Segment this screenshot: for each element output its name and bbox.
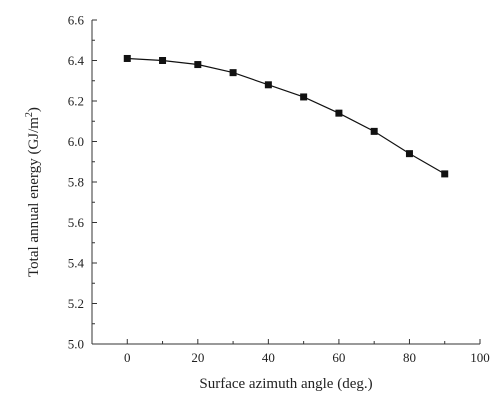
data-point-marker <box>159 57 167 64</box>
x-tick-label: 20 <box>191 350 204 365</box>
y-axis-title: Total annual energy (GJ/m2) <box>24 107 42 277</box>
data-point-marker <box>405 150 413 158</box>
y-tick-label: 6.6 <box>68 13 85 28</box>
y-tick-label: 5.8 <box>68 175 84 190</box>
data-point-marker <box>335 109 343 117</box>
y-tick-label: 6.4 <box>68 53 85 68</box>
x-tick-label: 60 <box>332 350 345 365</box>
y-tick-label: 5.4 <box>68 256 85 271</box>
data-point-marker <box>370 127 378 135</box>
data-point-marker <box>123 54 131 62</box>
y-tick-label: 6.0 <box>68 134 84 149</box>
x-tick-label: 40 <box>262 350 275 365</box>
y-ticks: 5.0 5.2 5.4 5.6 5.8 6.0 6.2 6.4 6.6 <box>68 13 97 352</box>
y-tick-label: 5.0 <box>68 337 84 352</box>
y-tick-label: 5.6 <box>68 215 85 230</box>
x-axis-title: Surface azimuth angle (deg.) <box>199 376 372 392</box>
y-axis-title-superscript: 2 <box>24 112 35 117</box>
x-tick-label: 0 <box>124 350 131 365</box>
data-point-marker <box>194 61 202 69</box>
plot-axes <box>91 20 480 345</box>
y-axis-title-close: ) <box>26 107 42 112</box>
data-series <box>123 54 449 178</box>
data-point-marker <box>264 81 272 89</box>
data-point-marker <box>229 69 237 77</box>
x-ticks: 0 20 40 60 80 100 <box>91 339 490 365</box>
data-point-marker <box>300 93 308 101</box>
y-axis-title-main: Total annual energy (GJ/m <box>26 117 42 277</box>
y-tick-label: 5.2 <box>68 296 84 311</box>
data-point-marker <box>441 170 449 178</box>
y-tick-label: 6.2 <box>68 94 84 109</box>
series-line <box>127 57 445 175</box>
x-tick-label: 100 <box>470 350 490 365</box>
x-tick-label: 80 <box>403 350 416 365</box>
